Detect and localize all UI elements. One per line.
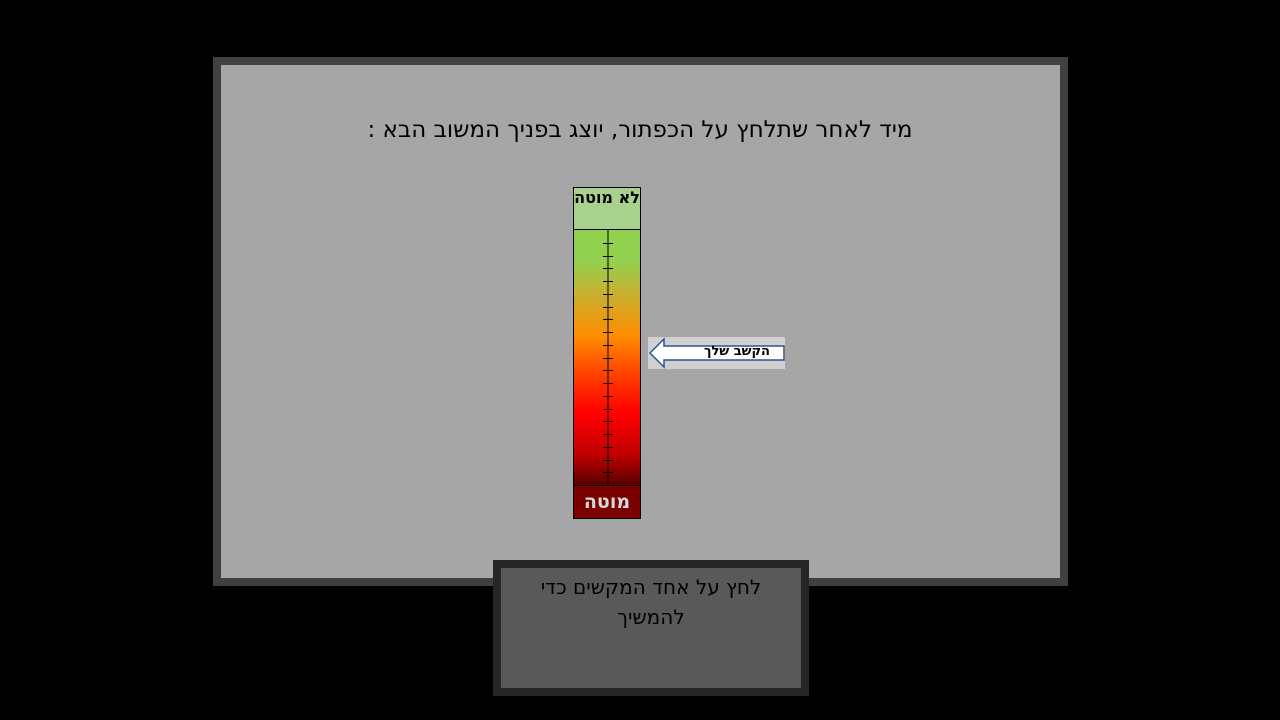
instruction-text: מיד לאחר שתלחץ על הכפתור, יוצג בפניך המש… <box>367 117 913 143</box>
continue-button-label: לחץ על אחד המקשים כדי להמשיך <box>540 575 762 629</box>
left-arrow-icon <box>648 337 785 369</box>
scale-top-label: לא מוטה <box>574 188 640 230</box>
continue-button[interactable]: לחץ על אחד המקשים כדי להמשיך <box>493 560 809 696</box>
scale-bottom-label: מוטה <box>574 485 640 518</box>
scale-gradient-bar <box>574 230 640 485</box>
bias-scale: לא מוטה מוטה <box>573 187 641 519</box>
attention-pointer-label: הקשב שלך <box>703 344 770 359</box>
scale-ticks <box>603 230 613 485</box>
attention-pointer: הקשב שלך <box>648 337 785 369</box>
